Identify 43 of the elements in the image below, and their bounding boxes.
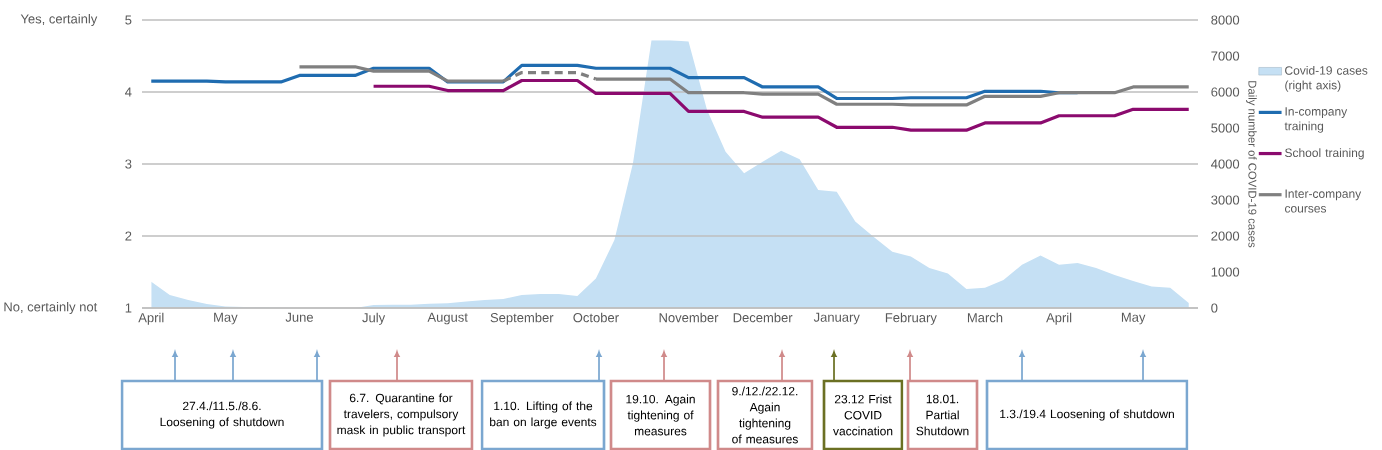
text: 23.12 Frist COVID vaccination <box>833 394 893 436</box>
x-tick-label: August <box>427 312 468 325</box>
y2-tick-label: 7000 <box>1211 51 1240 61</box>
x-tick-label: April <box>138 312 164 325</box>
legend-label: Inter-company courses <box>1284 189 1362 213</box>
x-tick-label: July <box>362 312 386 325</box>
x-tick-label: May <box>1121 312 1146 325</box>
legend-label: School training <box>1285 148 1364 160</box>
y2-tick-label: 0 <box>1211 303 1218 313</box>
y-tick-label: 5 <box>125 15 132 25</box>
text: 9./12./22.12. Again tightening of measures <box>732 386 798 444</box>
text: 6.7. Quarantine for travelers, compulsory mask in public transport <box>337 393 466 437</box>
text: 1.10. Lifting of the ban on large events <box>490 401 597 429</box>
text: 18.01. Partial Shutdown <box>916 394 969 436</box>
y-tick-label: 3 <box>125 159 132 169</box>
y2-axis-title: Daily number of COVID-19 cases <box>1246 81 1257 248</box>
y2-tick-label: 3000 <box>1211 195 1240 205</box>
x-tick-label: January <box>813 312 860 325</box>
y-tick-label: 2 <box>125 231 132 241</box>
x-tick-label: October <box>573 312 619 323</box>
text: Yes, certainly <box>20 13 98 27</box>
x-tick-label: May <box>214 312 238 325</box>
x-tick-label: September <box>490 312 554 325</box>
y2-tick-label: 5000 <box>1211 123 1240 133</box>
y2-tick-label: 2000 <box>1211 231 1240 241</box>
x-tick-label: April <box>1046 312 1072 325</box>
x-tick-label: December <box>733 312 793 323</box>
x-tick-label: February <box>885 312 937 325</box>
x-tick-label: June <box>285 312 313 322</box>
y2-tick-label: 6000 <box>1211 87 1240 97</box>
y-tick-label: 1 <box>125 303 132 313</box>
legend-label: Covid-19 cases (right axis) <box>1285 65 1368 92</box>
y2-tick-label: 1000 <box>1211 267 1240 277</box>
text: No, certainly not <box>4 301 98 315</box>
y2-tick-label: 4000 <box>1211 159 1240 169</box>
text: 1.3./19.4 Loosening of shutdown <box>1000 409 1174 421</box>
text: 27.4./11.5./8.6. Loosening of shutdown <box>160 401 284 429</box>
y-tick-label: 4 <box>125 87 132 97</box>
x-tick-label: March <box>967 312 1003 323</box>
legend-label: In-company training <box>1284 107 1348 133</box>
text: 19.10. Again tightening of measures <box>626 394 695 436</box>
x-tick-label: November <box>659 312 719 323</box>
y2-tick-label: 8000 <box>1211 15 1240 25</box>
